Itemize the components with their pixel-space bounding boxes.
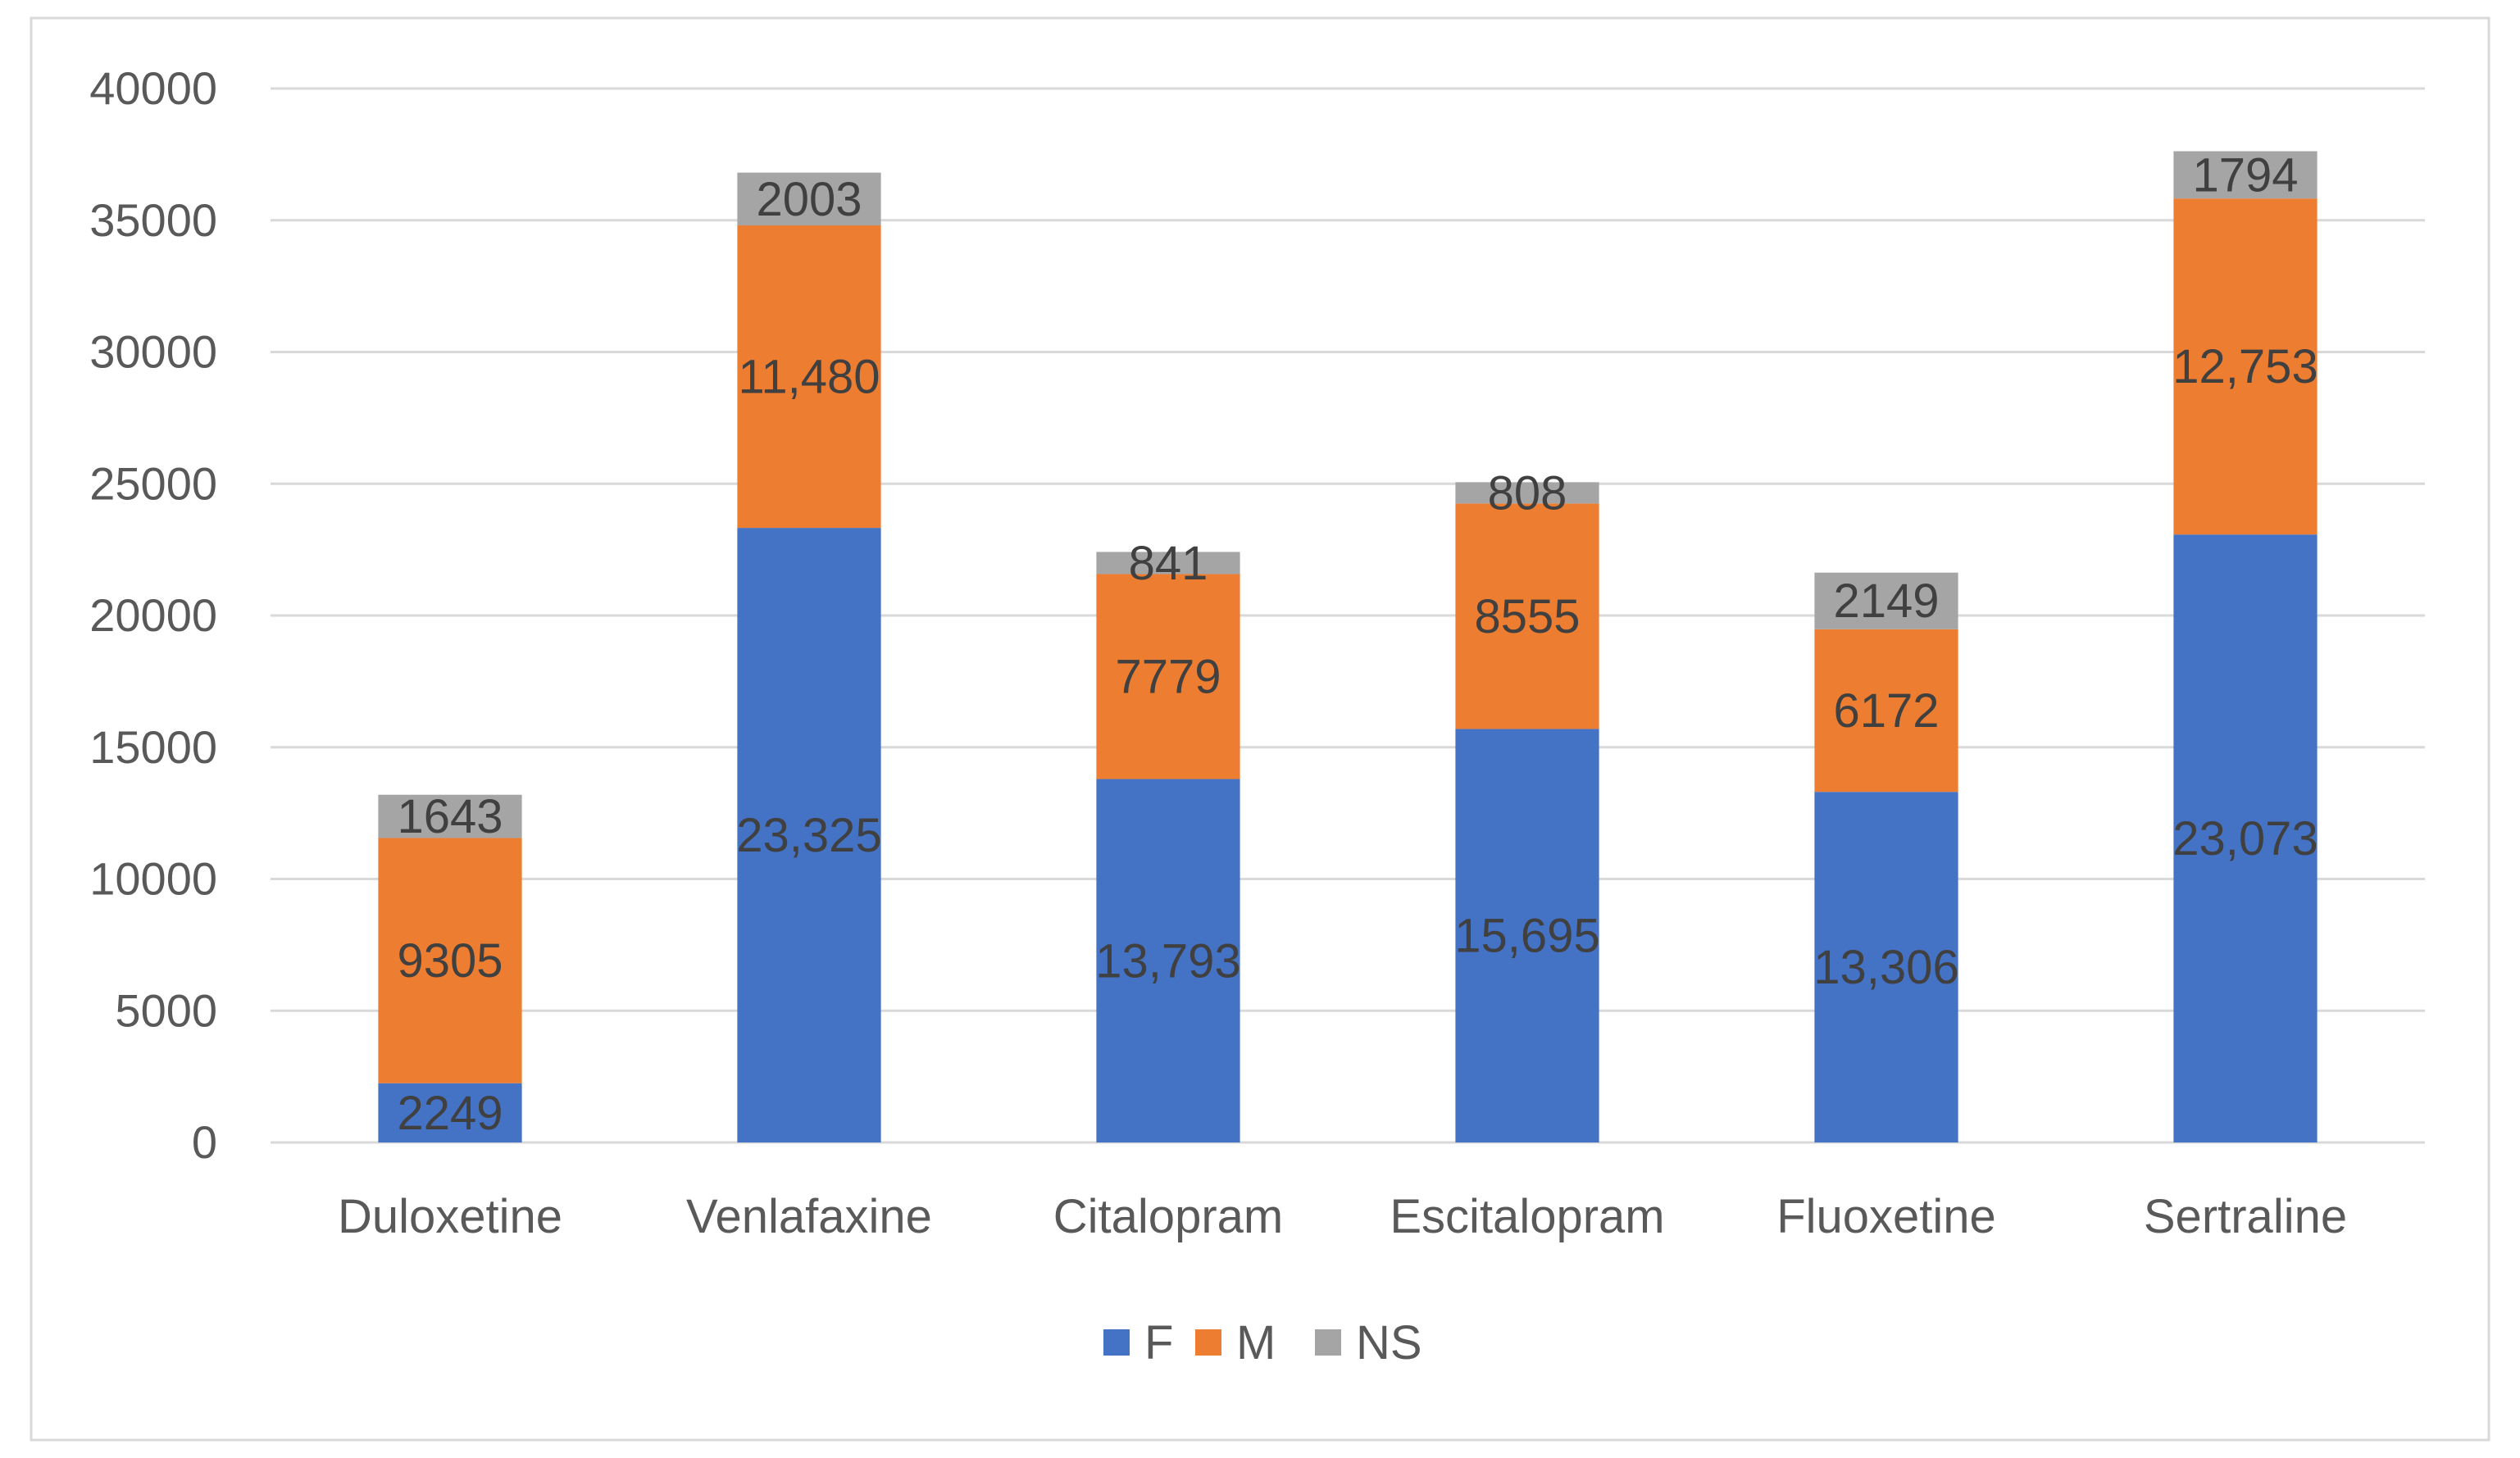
y-tick-label: 5000 <box>115 984 217 1036</box>
data-label-duloxetine-f: 2249 <box>397 1087 503 1140</box>
y-tick-label: 35000 <box>89 194 217 246</box>
legend-item-m: M <box>1195 1316 1276 1369</box>
category-label-fluoxetine: Fluoxetine <box>1776 1190 1996 1243</box>
bar-duloxetine-f <box>378 1083 522 1142</box>
category-label-citalopram: Citalopram <box>1053 1190 1283 1243</box>
legend-swatch-f <box>1103 1329 1130 1356</box>
gridlines <box>271 87 2425 1144</box>
legend-swatch-ns <box>1315 1329 1341 1356</box>
bar-sertraline-m <box>2173 198 2318 535</box>
data-label-duloxetine-ns: 1643 <box>397 790 503 843</box>
bar-escitalopram-m <box>1455 503 1599 729</box>
category-label-sertraline: Sertraline <box>2144 1190 2347 1243</box>
y-tick-label: 20000 <box>89 589 217 641</box>
legend-swatch-m <box>1195 1329 1221 1356</box>
y-tick-label: 30000 <box>89 326 217 378</box>
data-label-escitalopram-ns: 808 <box>1488 466 1567 520</box>
legend: F M NS <box>1103 1316 1422 1369</box>
legend-label-f: F <box>1144 1316 1173 1369</box>
legend-item-f: F <box>1103 1316 1173 1369</box>
legend-label-m: M <box>1236 1316 1276 1369</box>
data-label-venlafaxine-ns: 2003 <box>756 173 862 226</box>
data-label-citalopram-ns: 841 <box>1129 537 1208 590</box>
bar-fluoxetine-m <box>1814 629 1958 793</box>
category-label-duloxetine: Duloxetine <box>338 1190 562 1243</box>
data-label-fluoxetine-f: 13,306 <box>1813 941 1958 994</box>
data-label-venlafaxine-f: 23,325 <box>736 809 881 862</box>
y-tick-label: 25000 <box>89 457 217 509</box>
data-label-citalopram-m: 7779 <box>1115 651 1221 704</box>
bar-venlafaxine-f <box>737 528 881 1142</box>
bars <box>378 151 2318 1142</box>
category-label-escitalopram: Escitalopram <box>1390 1190 1664 1243</box>
bar-citalopram-ns <box>1096 552 1240 575</box>
y-tick-label: 40000 <box>89 62 217 114</box>
bar-escitalopram-ns <box>1455 482 1599 504</box>
y-tick-label: 10000 <box>89 853 217 905</box>
bar-citalopram-m <box>1096 574 1240 779</box>
legend-label-ns: NS <box>1356 1316 1422 1369</box>
y-tick-label: 0 <box>192 1116 217 1168</box>
bar-fluoxetine-f <box>1814 792 1958 1142</box>
bar-venlafaxine-m <box>737 225 881 529</box>
data-labels: 2249 9305 1643 23,325 11,480 2003 13,793 7779 84… <box>397 148 2318 1139</box>
chart-border <box>30 16 2490 1442</box>
data-label-duloxetine-m: 9305 <box>397 934 503 988</box>
legend-item-ns: NS <box>1315 1316 1422 1369</box>
bar-escitalopram-f <box>1455 729 1599 1142</box>
data-label-sertraline-f: 23,073 <box>2172 812 2318 865</box>
bar-sertraline-ns <box>2173 151 2318 199</box>
x-axis-category-labels: Duloxetine Venlafaxine Citalopram Escitalop… <box>338 1190 2347 1243</box>
y-axis-tick-labels: 0 5000 10000 15000 20000 25000 30000 35000 40000 <box>89 62 217 1168</box>
bar-fluoxetine-ns <box>1814 572 1958 629</box>
category-label-venlafaxine: Venlafaxine <box>686 1190 932 1243</box>
data-label-citalopram-f: 13,793 <box>1095 934 1240 988</box>
data-label-sertraline-ns: 1794 <box>2192 148 2298 202</box>
y-tick-label: 15000 <box>89 721 217 773</box>
data-label-venlafaxine-m: 11,480 <box>738 351 880 404</box>
data-label-fluoxetine-ns: 2149 <box>1833 575 1939 628</box>
data-label-fluoxetine-m: 6172 <box>1833 684 1939 738</box>
data-label-sertraline-m: 12,753 <box>2172 340 2318 393</box>
bar-duloxetine-ns <box>378 794 522 838</box>
bar-venlafaxine-ns <box>737 172 881 226</box>
bar-citalopram-f <box>1096 779 1240 1142</box>
data-label-escitalopram-f: 15,695 <box>1454 910 1599 963</box>
bar-duloxetine-m <box>378 838 522 1083</box>
bar-sertraline-f <box>2173 534 2318 1142</box>
data-label-escitalopram-m: 8555 <box>1474 590 1580 643</box>
